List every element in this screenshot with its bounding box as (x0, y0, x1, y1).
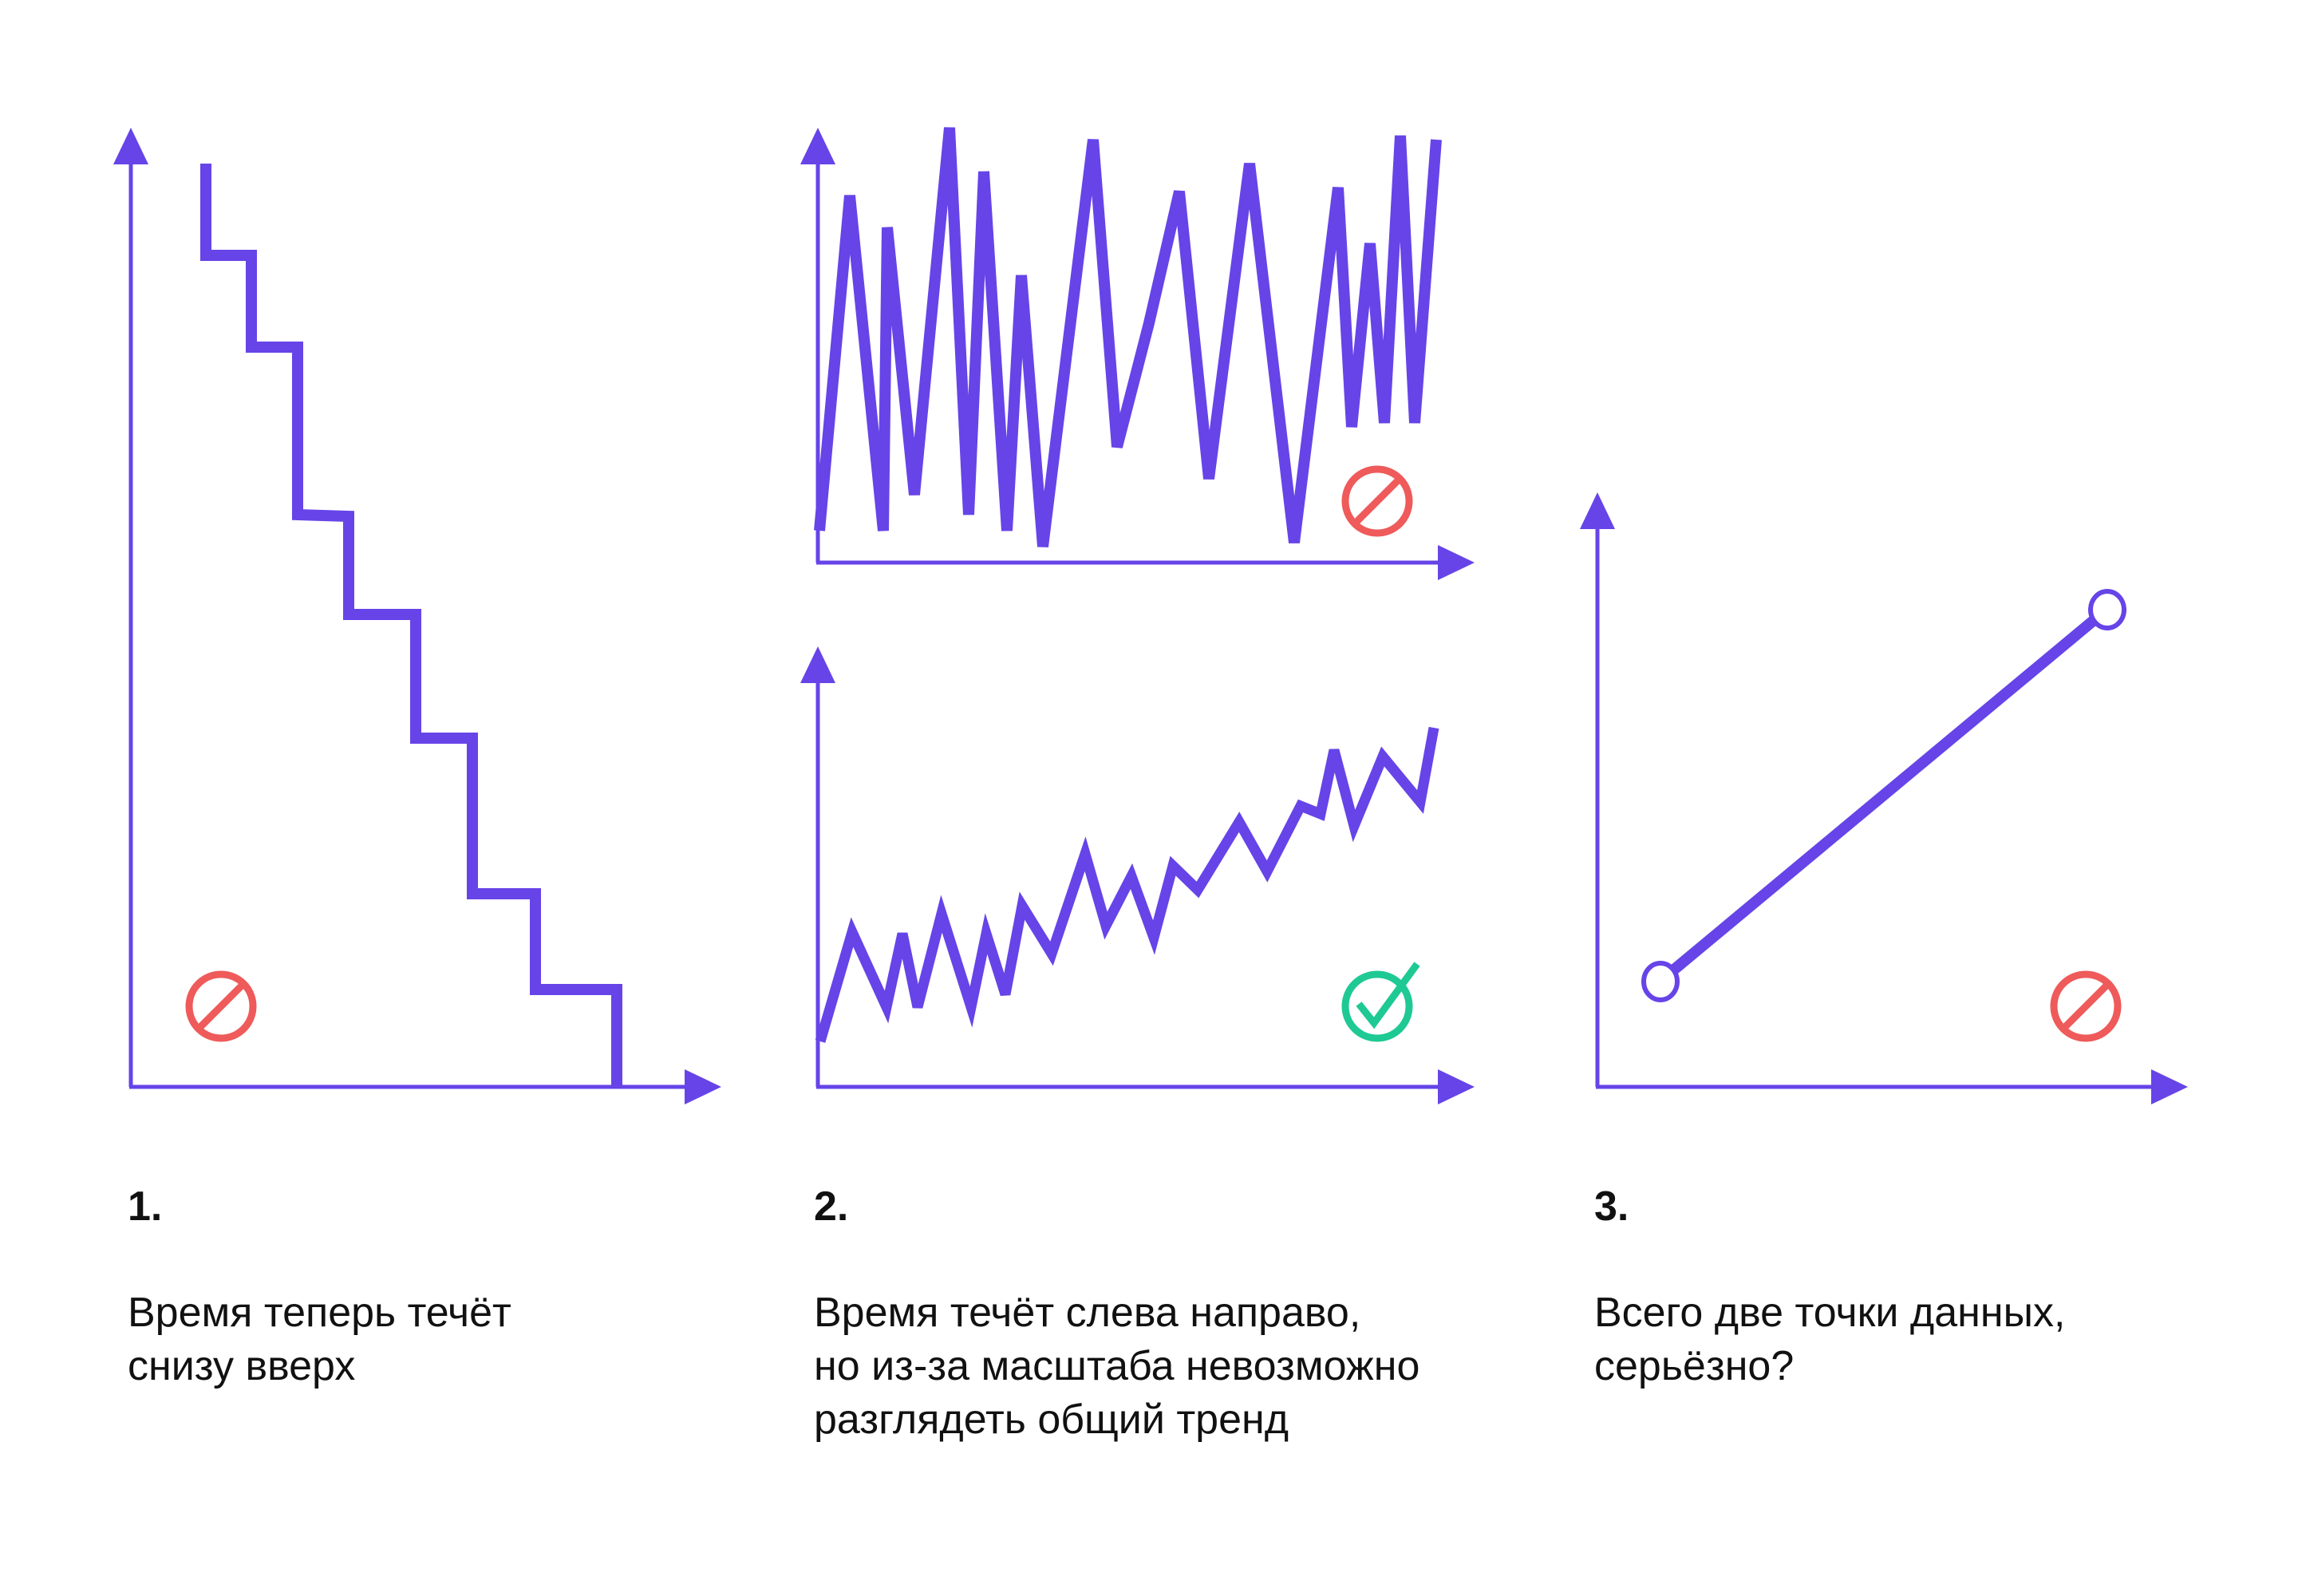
noisy-line (814, 127, 1442, 547)
caption-1-line-2: снизу вверх (128, 1343, 356, 1389)
caption-3-line-2: серьёзно? (1594, 1343, 1795, 1389)
panel-1-axes (113, 128, 721, 1104)
panel-2-noisy-chart (800, 127, 1475, 580)
panel-3-two-points-chart (1580, 492, 2188, 1104)
caption-2-line-3: разглядеть общий тренд (814, 1396, 1289, 1443)
x-axis-arrow (2151, 1069, 2188, 1104)
y-axis-arrow (800, 646, 835, 683)
trend-line (815, 726, 1439, 1043)
x-axis-arrow (1438, 1069, 1475, 1104)
caption-2-number: 2. (814, 1183, 849, 1230)
caption-2-text: Время течёт слева направо, но из-за масш… (814, 1286, 1419, 1447)
y-axis-arrow (1580, 492, 1615, 529)
forbidden-icon (2050, 970, 2122, 1042)
data-point-start (1641, 961, 1680, 1002)
panel-2-top-axes (800, 128, 1475, 580)
caption-2-line-1: Время течёт слева направо, (814, 1290, 1361, 1336)
staircase-line (200, 164, 622, 1087)
data-point-end (2088, 589, 2126, 630)
caption-1-number: 1. (128, 1183, 163, 1230)
caption-3-text: Всего две точки данных, серьёзно? (1594, 1286, 2065, 1393)
two-point-line (1656, 605, 2110, 986)
panel-2-bottom-axes (800, 646, 1475, 1104)
checkmark-icon (1341, 962, 1420, 1042)
caption-2-line-2: но из-за масштаба невозможно (814, 1343, 1420, 1389)
caption-1-text: Время теперь течёт снизу вверх (128, 1286, 511, 1393)
x-axis-arrow (685, 1069, 721, 1104)
panel-2-trend-chart (800, 646, 1475, 1104)
y-axis-arrow (113, 128, 148, 164)
caption-1-line-1: Время теперь течёт (128, 1290, 511, 1336)
caption-3-line-1: Всего две точки данных, (1594, 1290, 2066, 1336)
panel-1-staircase-chart (113, 128, 721, 1104)
forbidden-icon (185, 970, 257, 1042)
forbidden-icon (1341, 465, 1413, 537)
x-axis-arrow (1438, 545, 1475, 580)
y-axis-arrow (800, 128, 835, 164)
caption-3-number: 3. (1594, 1183, 1629, 1230)
panel-3-axes (1580, 492, 2188, 1104)
